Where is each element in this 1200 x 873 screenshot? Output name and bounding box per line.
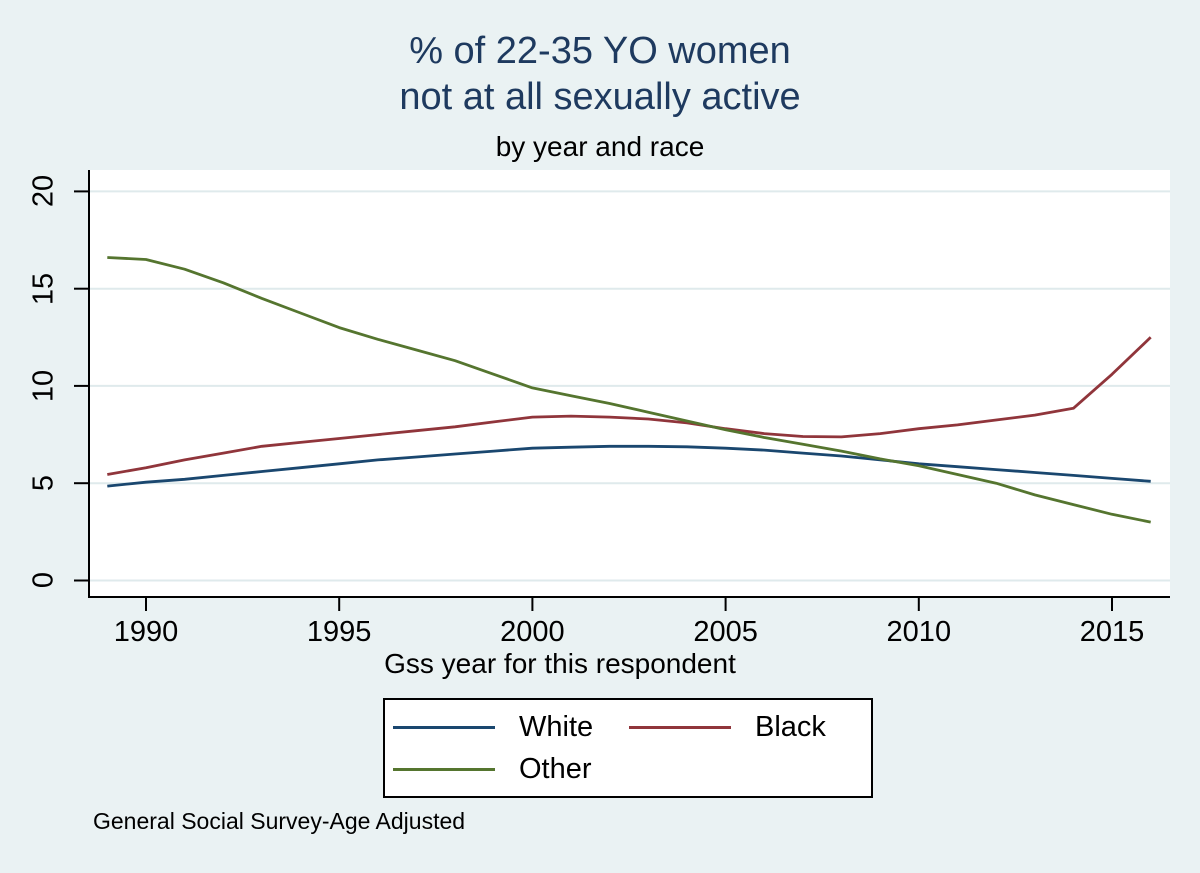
legend-grid: White Black Other	[385, 700, 871, 790]
legend: White Black Other	[383, 698, 873, 798]
source-note: General Social Survey-Age Adjusted	[93, 808, 466, 834]
chart-title: % of 22-35 YO women not at all sexually …	[0, 28, 1200, 120]
x-tick-label-2000: 2000	[500, 616, 565, 648]
y-tick-label-15: 15	[27, 272, 60, 305]
x-tick-label-2010: 2010	[886, 616, 952, 648]
series-line-other	[107, 256, 1151, 524]
y-tick-label-10: 10	[27, 369, 60, 403]
legend-line-other	[393, 767, 495, 771]
y-tick-label-20: 20	[27, 175, 60, 208]
series-line-white	[107, 444, 1151, 488]
x-tick-label-1990: 1990	[113, 616, 179, 648]
chart-title-line1: % of 22-35 YO women	[409, 30, 791, 72]
legend-entry-white: White	[393, 706, 629, 748]
x-tick-label-2015: 2015	[1079, 616, 1145, 648]
plot-area	[74, 170, 1170, 611]
x-axis-title: Gss year for this respondent	[384, 648, 736, 679]
chart-subtitle: by year and race	[495, 131, 705, 162]
y-tick-label-5: 5	[27, 475, 60, 492]
legend-entry-other: Other	[393, 748, 629, 790]
plot-svg	[74, 170, 1170, 611]
series-line-black	[107, 336, 1152, 476]
legend-line-black	[629, 725, 731, 729]
chart-title-line2: not at all sexually active	[399, 76, 801, 118]
legend-line-white	[393, 725, 495, 729]
legend-label-other: Other	[519, 752, 592, 785]
x-tick-label-1995: 1995	[306, 616, 372, 648]
legend-label-black: Black	[755, 710, 826, 743]
legend-label-white: White	[519, 710, 594, 743]
y-tick-label-0: 0	[27, 572, 60, 589]
legend-entry-black: Black	[629, 706, 865, 748]
x-tick-label-2005: 2005	[693, 616, 758, 648]
